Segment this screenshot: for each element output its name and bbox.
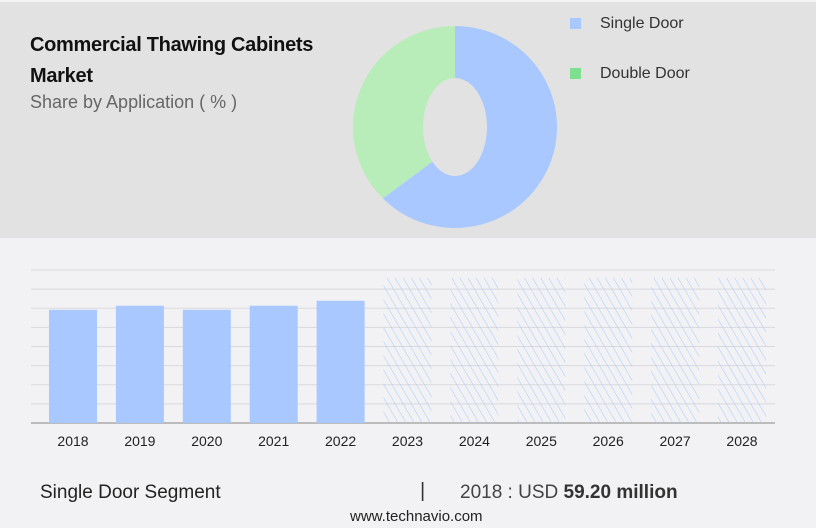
value-text: 59.20 million xyxy=(563,482,678,503)
bar-2019 xyxy=(115,305,164,423)
segment-value: 2018 : USD 59.20 million xyxy=(460,482,678,504)
bar-2018 xyxy=(49,309,97,423)
donut-slice-double-door xyxy=(353,25,455,199)
x-tick-label: 2018 xyxy=(57,433,88,449)
x-tick-label: 2027 xyxy=(660,433,691,449)
x-tick-label: 2019 xyxy=(124,433,155,449)
bar-2022 xyxy=(316,300,365,423)
chart-title: Commercial Thawing Cabinets Market xyxy=(30,34,314,87)
x-tick-label: 2028 xyxy=(726,433,757,449)
forecast-bar-2023 xyxy=(383,278,432,423)
legend-swatch xyxy=(570,68,581,79)
x-tick-label: 2022 xyxy=(325,433,356,449)
donut-slice-single-door xyxy=(382,26,557,228)
x-tick-label: 2020 xyxy=(191,433,222,449)
legend-item-single-door: Single Door xyxy=(570,15,684,33)
chart-subtitle: Share by Application ( % ) xyxy=(30,92,238,112)
legend-label: Single Door xyxy=(600,15,684,32)
forecast-bar-2028 xyxy=(718,278,766,423)
x-tick-label: 2023 xyxy=(392,433,423,449)
year-label: 2018 : USD xyxy=(460,482,559,503)
forecast-bar-2027 xyxy=(651,278,700,423)
legend-swatch xyxy=(570,18,581,29)
x-tick-label: 2025 xyxy=(526,433,557,449)
x-tick-label: 2021 xyxy=(258,433,289,449)
separator: | xyxy=(420,480,426,502)
x-tick-label: 2026 xyxy=(593,433,624,449)
x-tick-label: 2024 xyxy=(459,433,490,449)
bar-2021 xyxy=(249,305,298,423)
website-link: www.technavio.com xyxy=(350,508,483,525)
legend-item-double-door: Double Door xyxy=(570,65,690,83)
segment-label: Single Door Segment xyxy=(40,482,221,503)
forecast-bar-2025 xyxy=(517,278,566,423)
forecast-bar-2026 xyxy=(584,278,633,423)
legend-label: Double Door xyxy=(600,65,690,82)
bar-2020 xyxy=(182,309,231,423)
forecast-bar-2024 xyxy=(450,278,499,423)
